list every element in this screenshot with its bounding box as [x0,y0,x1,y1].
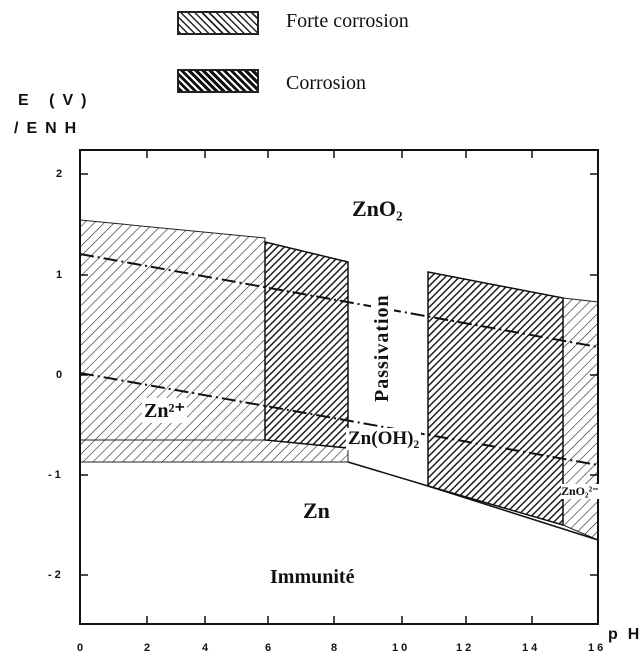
hydrogen-line [79,372,599,466]
y-tick-label: 0 [56,369,66,381]
region-label-znoh2: Zn(OH)₂ [346,428,422,450]
x-tick-label: 2 [144,642,154,654]
x-tick-label: 16 [588,642,607,654]
region-label-zn2plus: Zn²⁺ [142,398,188,423]
region-label-zno2: ZnO₂ [352,196,403,221]
legend-label-strong-corrosion: Forte corrosion [286,10,409,32]
y-axis-ticks [80,173,598,576]
strong-corrosion-zone-right [562,297,599,541]
region-label-passivation: Passivation [371,294,394,402]
x-axis-ticks [79,150,599,624]
plot-frame [79,149,599,625]
y-tick-label: 1 [56,269,66,281]
legend-label-corrosion: Corrosion [286,72,366,94]
region-label-zn: Zn [303,498,330,523]
region-label-immunite: Immunité [270,566,355,588]
x-axis-title: pH [608,626,639,643]
x-tick-label: 6 [265,642,275,654]
region-label-zno2-2minus: ZnO₂²⁻ [561,484,599,499]
oxygen-line [79,253,599,348]
legend-swatch-corrosion [177,69,259,93]
x-tick-label: 4 [202,642,212,654]
y-tick-label: -2 [48,569,64,581]
corrosion-zone-right [427,271,564,526]
y-tick-label: -1 [48,469,64,481]
x-tick-label: 10 [392,642,411,654]
x-tick-label: 0 [77,642,87,654]
boundary-zn-line [347,461,429,487]
legend-swatch-strong-corrosion [177,11,259,35]
corrosion-zone-middle [264,241,349,449]
boundary-zno2-line [427,485,599,541]
x-tick-label: 14 [522,642,541,654]
y-axis-title-line1: E (V) [18,92,95,109]
y-axis-title-line2: /ENH [14,120,85,137]
x-tick-label: 12 [456,642,475,654]
x-tick-label: 8 [331,642,341,654]
y-tick-label: 2 [56,168,66,180]
